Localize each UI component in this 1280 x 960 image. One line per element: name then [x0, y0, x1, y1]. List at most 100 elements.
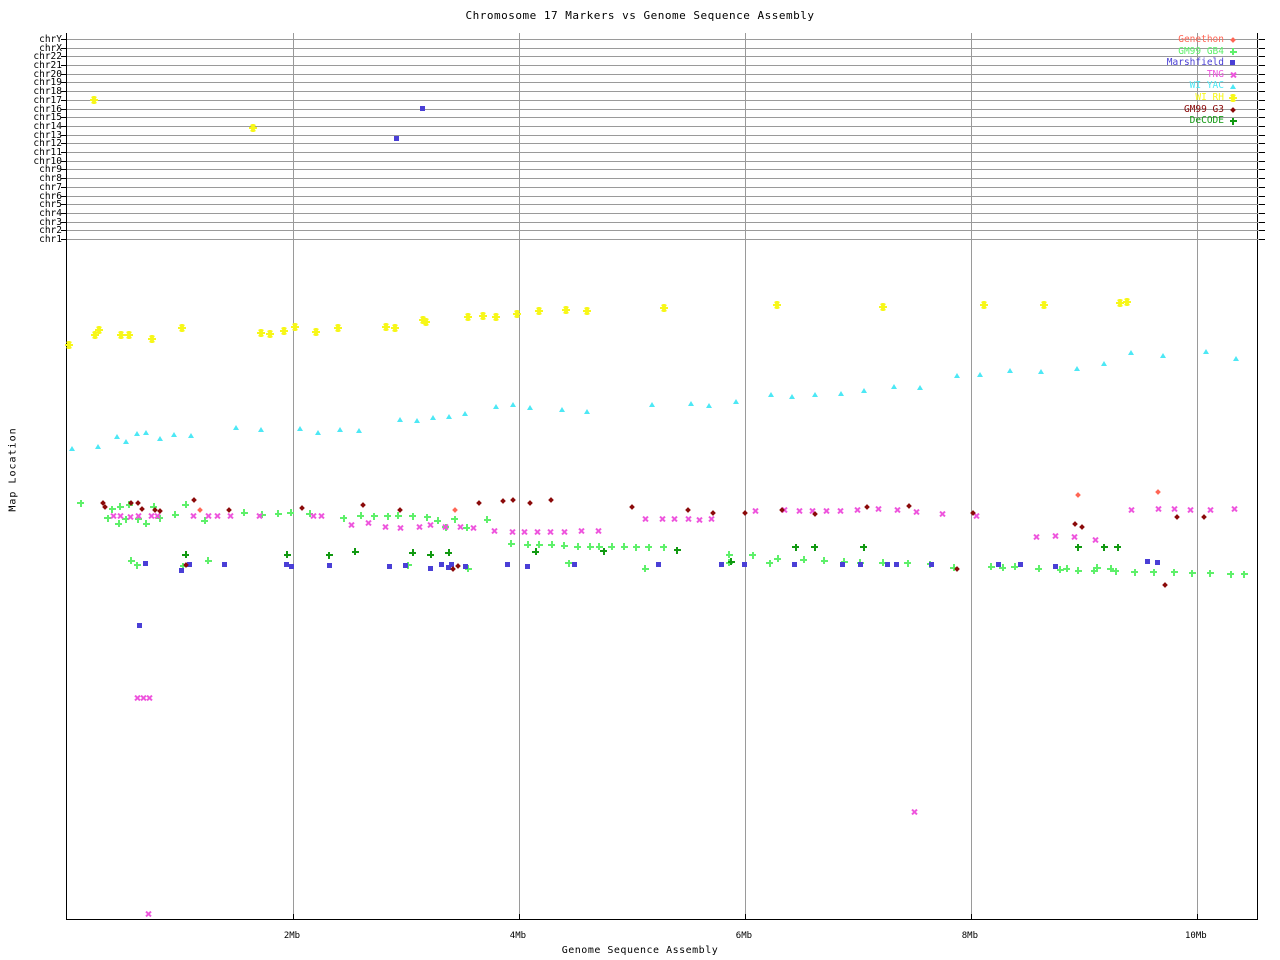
chromosome-gridline	[67, 186, 1259, 188]
chromosome-gridline	[67, 117, 1259, 119]
x-axis-tick	[1196, 914, 1198, 920]
y-axis-tick-label: chr22	[33, 51, 62, 63]
y-axis-tick-label: chr12	[33, 138, 62, 150]
y-axis-tick	[61, 108, 67, 110]
chromosome-gridline	[67, 125, 1259, 127]
legend-item[interactable]: TNG	[1110, 69, 1260, 81]
y-axis-tick-label: chr9	[39, 164, 62, 176]
chromosome-gridline	[67, 178, 1259, 180]
y-axis-tick	[61, 160, 67, 162]
chromosome-gridline	[67, 47, 1259, 49]
y-axis-tick-label: chr3	[39, 216, 62, 228]
vertical-gridline	[744, 33, 746, 920]
y-axis-tick-label: chr5	[39, 199, 62, 211]
y-axis-tick-label: chr16	[33, 103, 62, 115]
y-axis-tick	[61, 230, 67, 232]
chromosome-gridline	[67, 73, 1259, 75]
legend-marker-x-icon	[1228, 69, 1239, 80]
y-axis-tick-right	[1259, 47, 1265, 49]
y-axis-title: Map Location	[7, 427, 19, 512]
y-axis-tick-label: chr2	[39, 225, 62, 237]
y-axis-tick-labels: chr1 chr2 chr3 chr4 chr5 chr6 chr7 chr8 chr9 chr1…	[0, 33, 62, 245]
y-axis-tick-right	[1259, 125, 1265, 127]
y-axis-tick-label: chr19	[33, 77, 62, 89]
x-axis-title: Genome Sequence Assembly	[561, 945, 719, 956]
x-axis-tick	[970, 914, 972, 920]
legend-marker-star-icon	[1228, 92, 1239, 103]
x-axis-tick	[518, 914, 520, 920]
y-axis-tick-right	[1259, 99, 1265, 101]
legend-marker-square-icon	[1228, 57, 1239, 68]
legend-label: GM99 GB4	[1178, 45, 1224, 57]
y-axis-tick-right	[1259, 39, 1265, 40]
x-axis-tick-label: 6Mb	[735, 931, 753, 941]
x-axis-tick-label: 4Mb	[509, 931, 527, 941]
legend-label: WI RH	[1195, 91, 1224, 103]
legend-marker-plus-icon	[1228, 46, 1239, 57]
vertical-gridline	[292, 33, 294, 920]
legend-item[interactable]: GM99 GB4	[1110, 46, 1260, 58]
y-axis-tick-right	[1259, 82, 1265, 84]
y-axis-tick-right	[1259, 239, 1265, 240]
x-axis-tick-label: 2Mb	[283, 931, 301, 941]
y-axis-tick	[61, 82, 67, 84]
legend-item[interactable]: WI RH	[1110, 92, 1260, 104]
y-axis-tick	[61, 117, 67, 119]
chromosome-gridline	[67, 91, 1259, 93]
y-axis-tick	[61, 125, 67, 127]
chromosome-gridline	[67, 204, 1259, 206]
x-axis-tick	[292, 914, 294, 920]
y-axis-tick-label: chr15	[33, 112, 62, 124]
page-title: Chromosome 17 Markers vs Genome Sequence…	[465, 9, 815, 22]
y-axis-tick-right	[1259, 186, 1265, 188]
y-axis-tick-label: chr6	[39, 190, 62, 202]
legend-item[interactable]: GM99 G3	[1110, 104, 1260, 116]
chromosome-gridline	[67, 169, 1259, 171]
legend-label: GM99 G3	[1183, 103, 1224, 115]
legend-item[interactable]: Genethon	[1110, 34, 1260, 46]
y-axis-tick	[61, 178, 67, 180]
vertical-gridline	[1196, 33, 1198, 920]
legend-label: Marshfield	[1166, 57, 1224, 69]
y-axis-tick-right	[1259, 56, 1265, 58]
y-axis-tick-right	[1259, 91, 1265, 93]
chromosome-gridline	[67, 134, 1259, 136]
y-axis-tick-right	[1259, 152, 1265, 154]
y-axis-tick-right	[1259, 160, 1265, 162]
y-axis-tick	[61, 239, 67, 240]
y-axis-tick-right	[1259, 108, 1265, 110]
y-axis-tick	[61, 212, 67, 214]
y-axis-tick-label: chr14	[33, 120, 62, 132]
y-axis-tick-right	[1259, 230, 1265, 232]
legend: Genethon GM99 GB4 Marshfield TNG WI YAC WI RH…	[1110, 34, 1260, 127]
y-axis-tick-right	[1259, 134, 1265, 136]
y-axis-tick-right	[1259, 143, 1265, 145]
y-axis-tick	[61, 99, 67, 101]
legend-item[interactable]: WI YAC	[1110, 80, 1260, 92]
y-axis-tick	[61, 186, 67, 188]
chromosome-gridline	[67, 160, 1259, 162]
x-axis-tick-label: 8Mb	[961, 931, 979, 941]
y-axis-tick-right	[1259, 117, 1265, 119]
y-axis-tick-label: chr21	[33, 60, 62, 72]
legend-label: WI YAC	[1189, 80, 1224, 92]
chromosome-gridline	[67, 56, 1259, 58]
chromosome-gridline	[67, 152, 1259, 154]
y-axis-tick-label: chrX	[39, 42, 62, 54]
x-axis-tick	[744, 914, 746, 920]
legend-marker-plus-icon	[1228, 115, 1239, 126]
y-axis-tick	[61, 195, 67, 197]
y-axis-tick-label: chr4	[39, 207, 62, 219]
y-axis-tick-right	[1259, 212, 1265, 214]
legend-marker-diamond-icon	[1228, 104, 1239, 115]
y-axis-tick	[61, 204, 67, 206]
legend-item[interactable]: DeCODE	[1110, 115, 1260, 127]
chromosome-gridline	[67, 39, 1259, 40]
plot-area	[61, 33, 1265, 920]
vertical-gridline	[970, 33, 972, 920]
y-axis-tick	[61, 73, 67, 75]
legend-item[interactable]: Marshfield	[1110, 57, 1260, 69]
y-axis-tick-label: chr20	[33, 68, 62, 80]
y-axis-tick-right	[1259, 169, 1265, 171]
y-axis-tick-label: chr8	[39, 173, 62, 185]
